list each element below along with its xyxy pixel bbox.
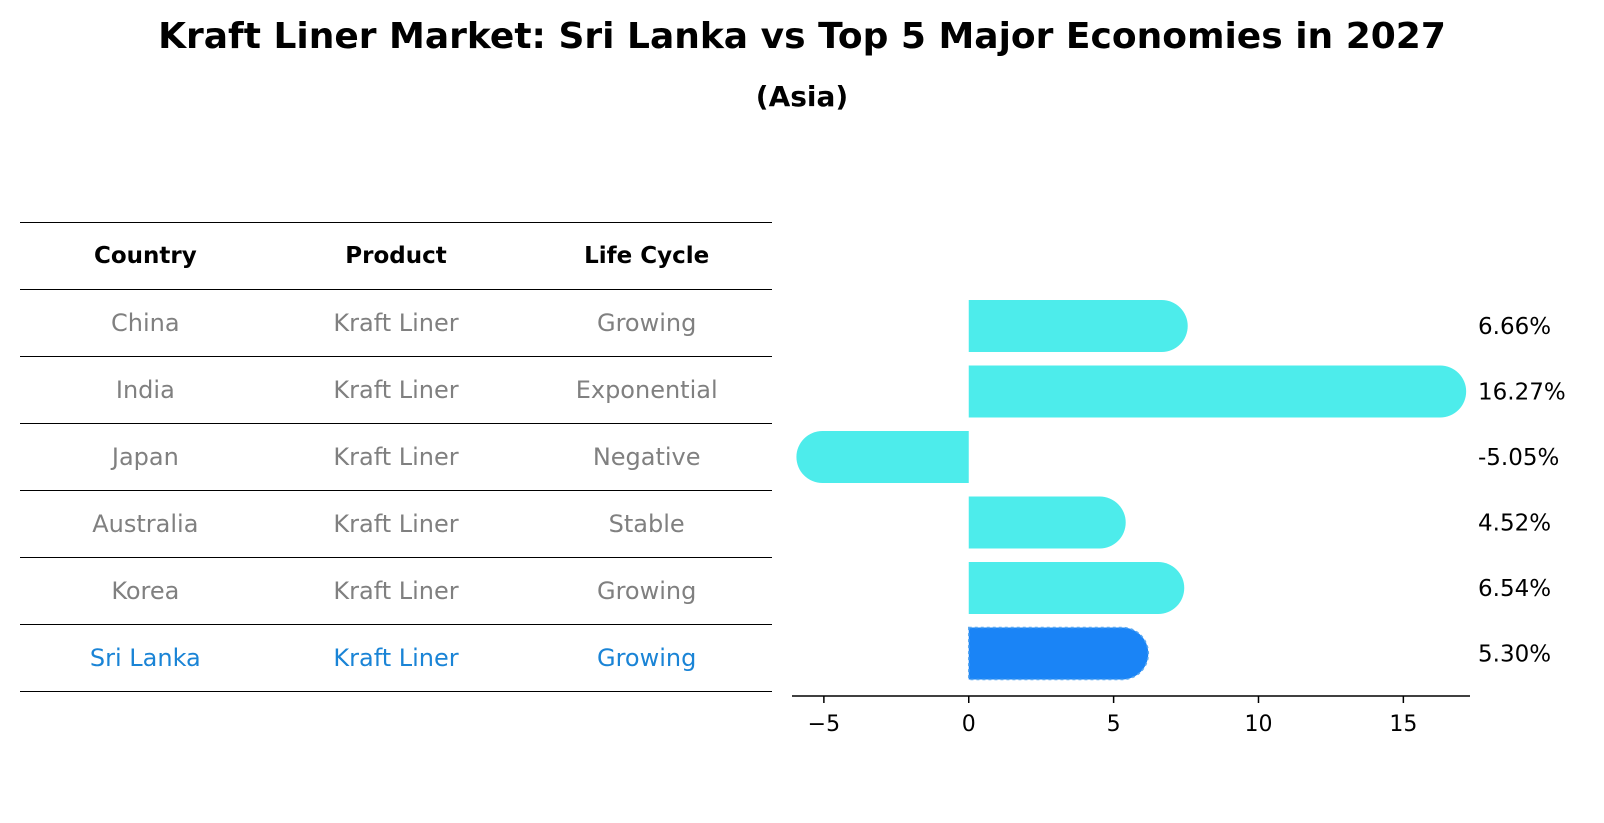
bar-japan	[796, 431, 969, 483]
x-ticks-group: −5 0 5 10 15	[808, 696, 1417, 737]
cell-life-cycle: Growing	[596, 577, 697, 605]
cell-country: Japan	[111, 443, 179, 471]
cell-life-cycle: Growing	[596, 644, 697, 672]
cell-life-cycle: Negative	[592, 443, 701, 471]
cell-country: Sri Lanka	[89, 644, 201, 672]
cell-life-cycle: Exponential	[575, 376, 718, 404]
header-life-cycle: Life Cycle	[584, 243, 710, 269]
cell-product: Kraft Liner	[333, 376, 459, 404]
table-row-highlighted: Sri Lanka Kraft Liner Growing	[20, 625, 772, 692]
table-row: India Kraft Liner Exponential	[20, 357, 772, 424]
cell-country: India	[115, 376, 175, 404]
bar-australia	[968, 496, 1126, 549]
value-label: 6.54%	[1478, 576, 1551, 602]
cell-life-cycle: Stable	[608, 510, 685, 538]
x-tick-label: −5	[808, 712, 840, 737]
value-label: 16.27%	[1478, 380, 1566, 406]
bar-sri-lanka	[967, 626, 1150, 681]
x-tick-label: 0	[962, 712, 976, 737]
table-row: Korea Kraft Liner Growing	[20, 558, 772, 625]
bar-korea	[968, 562, 1185, 614]
value-label: 6.66%	[1478, 314, 1551, 340]
table-row: Japan Kraft Liner Negative	[20, 424, 772, 491]
cell-country: Australia	[92, 510, 199, 538]
bars-group	[796, 300, 1467, 681]
cell-country: China	[111, 309, 180, 337]
chart-title: Kraft Liner Market: Sri Lanka vs Top 5 M…	[158, 16, 1446, 57]
value-label: 5.30%	[1478, 642, 1551, 668]
cell-product: Kraft Liner	[333, 644, 459, 672]
value-labels-group: 6.66% 16.27% -5.05% 4.52% 6.54% 5.30%	[1478, 314, 1566, 668]
cell-country: Korea	[111, 577, 180, 605]
x-tick-label: 15	[1389, 712, 1417, 737]
value-label: -5.05%	[1478, 445, 1559, 471]
cell-product: Kraft Liner	[333, 309, 459, 337]
x-tick-label: 5	[1107, 712, 1121, 737]
table-row: China Kraft Liner Growing	[20, 290, 772, 357]
table-header-row: Country Product Life Cycle	[20, 222, 772, 290]
cell-product: Kraft Liner	[333, 443, 459, 471]
x-tick-label: 10	[1244, 712, 1272, 737]
cell-life-cycle: Growing	[596, 309, 697, 337]
header-country: Country	[93, 243, 197, 269]
header-product: Product	[345, 243, 447, 269]
table-row: Australia Kraft Liner Stable	[20, 491, 772, 558]
bar-china	[968, 300, 1188, 352]
chart-subtitle: (Asia)	[755, 80, 849, 113]
data-table: Country Product Life Cycle China Kraft L…	[20, 222, 772, 692]
cell-product: Kraft Liner	[333, 510, 459, 538]
value-label: 4.52%	[1478, 511, 1551, 537]
bar-india	[968, 365, 1467, 418]
cell-product: Kraft Liner	[333, 577, 459, 605]
